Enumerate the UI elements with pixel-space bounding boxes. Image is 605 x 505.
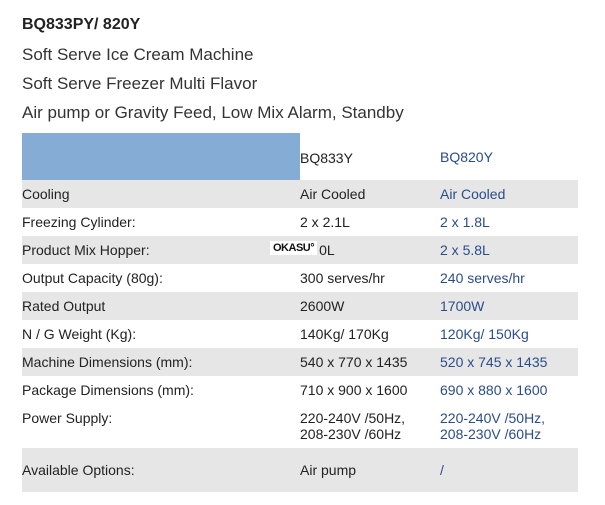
value-model-2: 2 x 1.8L bbox=[440, 214, 490, 230]
value-model-1: 140Kg/ 170Kg bbox=[300, 326, 389, 342]
header-model-1: BQ833Y bbox=[300, 149, 353, 166]
value-line: 220-240V /50Hz, bbox=[440, 410, 546, 426]
value-model-1: 2 x 2.1L bbox=[300, 214, 350, 230]
table-row: N / G Weight (Kg): 140Kg/ 170Kg 120Kg/ 150… bbox=[22, 320, 578, 348]
value-model-1: 540 x 770 x 1435 bbox=[300, 348, 440, 376]
value-model-2: 520 x 745 x 1435 bbox=[440, 348, 578, 376]
value-line: 208-230V /60Hz bbox=[440, 426, 542, 442]
subtitle-2: Soft Serve Freezer Multi Flavor bbox=[22, 74, 258, 93]
value-model-1: OKASU° 0L bbox=[270, 236, 440, 264]
table-row: Machine Dimensions (mm): 540 x 770 x 1435… bbox=[22, 348, 578, 376]
row-label: Package Dimensions (mm): bbox=[22, 382, 194, 398]
value-model-2: 220-240V /50Hz, 208-230V /60Hz bbox=[440, 404, 578, 448]
table-row: Cooling Air Cooled Air Cooled bbox=[22, 180, 578, 208]
value-model-1: Air pump bbox=[300, 448, 440, 492]
row-label: Product Mix Hopper: bbox=[22, 236, 300, 264]
row-label: Rated Output bbox=[22, 292, 300, 320]
header-model-2: BQ820Y bbox=[440, 148, 493, 165]
product-title: BQ833PY/ 820Y bbox=[22, 16, 141, 33]
table-row: Power Supply: 220-240V /50Hz, 208-230V /60… bbox=[22, 404, 578, 448]
value-model-2: 2 x 5.8L bbox=[440, 236, 578, 264]
value-model-1: 710 x 900 x 1600 bbox=[300, 382, 408, 398]
table-row: Product Mix Hopper: OKASU° 0L 2 x 5.8L bbox=[22, 236, 578, 264]
value-line: 208-230V /60Hz bbox=[300, 426, 402, 442]
value-model-2: Air Cooled bbox=[440, 180, 578, 208]
row-label: Output Capacity (80g): bbox=[22, 270, 163, 286]
row-label: Cooling bbox=[22, 180, 300, 208]
row-label: Available Options: bbox=[22, 448, 300, 492]
header-blank-cell bbox=[22, 133, 300, 180]
table-row: Output Capacity (80g): 300 serves/hr 240 s… bbox=[22, 264, 578, 292]
row-label: Freezing Cylinder: bbox=[22, 214, 136, 230]
table-header-row: BQ833Y BQ820Y bbox=[22, 133, 578, 180]
value-model-2: / bbox=[440, 448, 578, 492]
spec-table: BQ833Y BQ820Y Cooling Air Cooled Air Coole… bbox=[22, 133, 578, 492]
value-model-2: 240 serves/hr bbox=[440, 270, 525, 286]
row-label: Machine Dimensions (mm): bbox=[22, 348, 300, 376]
subtitle-1: Soft Serve Ice Cream Machine bbox=[22, 45, 254, 64]
watermark-logo: OKASU° bbox=[270, 240, 318, 255]
row-label: N / G Weight (Kg): bbox=[22, 326, 137, 342]
value-line: 220-240V /50Hz, bbox=[300, 410, 406, 426]
value-model-1: Air Cooled bbox=[300, 180, 440, 208]
value-model-2: 690 x 880 x 1600 bbox=[440, 382, 548, 398]
table-row: Available Options: Air pump / bbox=[22, 448, 578, 492]
value-model-2: 1700W bbox=[440, 292, 578, 320]
table-row: Freezing Cylinder: 2 x 2.1L 2 x 1.8L bbox=[22, 208, 578, 236]
value-text: 0L bbox=[319, 241, 335, 258]
row-label: Power Supply: bbox=[22, 410, 113, 426]
table-row: Package Dimensions (mm): 710 x 900 x 1600… bbox=[22, 376, 578, 404]
subtitle-3: Air pump or Gravity Feed, Low Mix Alarm,… bbox=[22, 103, 404, 122]
value-model-2: 120Kg/ 150Kg bbox=[440, 326, 529, 342]
value-model-1: 2600W bbox=[300, 292, 440, 320]
value-model-1: 300 serves/hr bbox=[300, 270, 385, 286]
table-row: Rated Output 2600W 1700W bbox=[22, 292, 578, 320]
value-model-1: 220-240V /50Hz, 208-230V /60Hz bbox=[300, 404, 440, 448]
